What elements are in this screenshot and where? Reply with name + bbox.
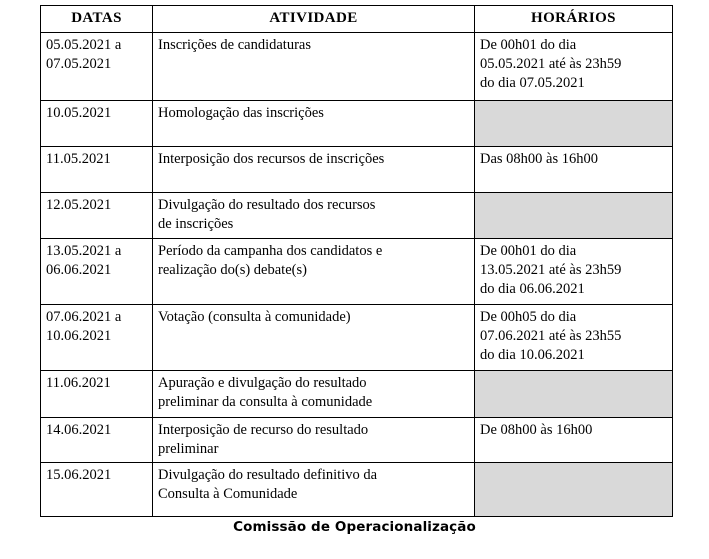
cell-datas: 12.05.2021 [40,192,153,239]
cell-atividade: Interposição de recurso do resultado prel… [152,417,475,463]
cell-datas: 10.05.2021 [40,100,153,147]
cell-datas: 15.06.2021 [40,462,153,517]
cell-line: 15.06.2021 [46,467,112,483]
cell-horarios: De 00h01 do dia 05.05.2021 até às 23h59 do… [474,32,673,101]
cell-line: preliminar [158,440,219,457]
cell-line: Interposição dos recursos de inscrições [158,151,385,167]
cell-line: Das 08h00 às 16h00 [480,151,599,167]
cell-line: 14.06.2021 [46,422,112,438]
table-row: 07.06.2021 a 10.06.2021 Votação (consulta … [40,304,673,371]
cell-line: 06.06.2021 [46,261,112,278]
cell-line: do dia 10.06.2021 [480,346,585,363]
cell-horarios: De 00h01 do dia 13.05.2021 até às 23h59 do… [474,238,673,305]
cell-line: de inscrições [158,215,234,232]
cell-line: 07.06.2021 até às 23h55 [480,327,622,344]
cell-line: Inscrições de candidaturas [158,37,311,53]
cell-line: 13.05.2021 até às 23h59 [480,261,622,278]
cell-line: De 00h01 do dia [480,37,577,53]
table-row: 11.05.2021 Interposição dos recursos de i… [40,146,673,193]
cell-horarios: De 08h00 às 16h00 [474,417,673,463]
table-row: 15.06.2021 Divulgação do resultado defini… [40,462,673,517]
column-header-datas: DATAS [40,5,153,33]
table-row: 11.06.2021 Apuração e divulgação do resul… [40,370,673,418]
cell-datas: 07.06.2021 a 10.06.2021 [40,304,153,371]
table-row: 13.05.2021 a 06.06.2021 Período da campanh… [40,238,673,305]
cell-line: Divulgação do resultado definitivo da [158,467,378,483]
cell-horarios: Das 08h00 às 16h00 [474,146,673,193]
cell-datas: 11.06.2021 [40,370,153,418]
table-row: 10.05.2021 Homologação das inscrições [40,100,673,147]
cell-datas: 11.05.2021 [40,146,153,193]
cell-atividade: Inscrições de candidaturas [152,32,475,101]
cell-horarios [474,370,673,418]
cell-line: Divulgação do resultado dos recursos [158,197,376,213]
cell-atividade: Apuração e divulgação do resultado prelim… [152,370,475,418]
cell-line: do dia 07.05.2021 [480,74,585,91]
cell-line: Interposição de recurso do resultado [158,422,369,438]
footer-note: Comissão de Operacionalização [233,519,476,535]
cell-line: 13.05.2021 a [46,243,122,259]
table-row: 12.05.2021 Divulgação do resultado dos re… [40,192,673,239]
cell-line: preliminar da consulta à comunidade [158,393,373,410]
cell-line: do dia 06.06.2021 [480,280,585,297]
cell-datas: 13.05.2021 a 06.06.2021 [40,238,153,305]
schedule-table: DATAS ATIVIDADE HORÁRIOS 05.05.2021 a 07.… [40,5,673,517]
cell-line: Apuração e divulgação do resultado [158,375,367,391]
cell-line: 12.05.2021 [46,197,112,213]
cell-line: 07.05.2021 [46,55,112,72]
table-row: 05.05.2021 a 07.05.2021 Inscrições de cand… [40,32,673,101]
cell-horarios [474,100,673,147]
cell-line: 11.05.2021 [46,151,111,167]
cell-line: 05.05.2021 até às 23h59 [480,55,622,72]
table-header-row: DATAS ATIVIDADE HORÁRIOS [40,5,673,33]
cell-datas: 14.06.2021 [40,417,153,463]
cell-line: 10.05.2021 [46,105,112,121]
cell-atividade: Divulgação do resultado definitivo da Con… [152,462,475,517]
table-body: 05.05.2021 a 07.05.2021 Inscrições de cand… [40,32,673,517]
column-header-atividade: ATIVIDADE [152,5,475,33]
cell-line: 11.06.2021 [46,375,111,391]
cell-atividade: Homologação das inscrições [152,100,475,147]
cell-line: Votação (consulta à comunidade) [158,309,351,325]
cell-line: Consulta à Comunidade [158,485,298,502]
cell-line: Período da campanha dos candidatos e [158,243,383,259]
cell-atividade: Divulgação do resultado dos recursos de i… [152,192,475,239]
cell-line: Homologação das inscrições [158,105,324,121]
table-header: DATAS ATIVIDADE HORÁRIOS [40,5,673,33]
cell-atividade: Período da campanha dos candidatos e real… [152,238,475,305]
cell-line: De 00h05 do dia [480,309,577,325]
cell-atividade: Votação (consulta à comunidade) [152,304,475,371]
column-header-horarios: HORÁRIOS [474,5,673,33]
table-row: 14.06.2021 Interposição de recurso do res… [40,417,673,463]
cell-line: 07.06.2021 a [46,309,122,325]
cell-line: realização do(s) debate(s) [158,261,307,278]
cell-line: 05.05.2021 a [46,37,122,53]
cell-datas: 05.05.2021 a 07.05.2021 [40,32,153,101]
cell-line: De 08h00 às 16h00 [480,422,593,438]
cell-line: 10.06.2021 [46,327,112,344]
cell-line: De 00h01 do dia [480,243,577,259]
cell-horarios: De 00h05 do dia 07.06.2021 até às 23h55 do… [474,304,673,371]
cell-horarios [474,462,673,517]
cell-atividade: Interposição dos recursos de inscrições [152,146,475,193]
cell-horarios [474,192,673,239]
